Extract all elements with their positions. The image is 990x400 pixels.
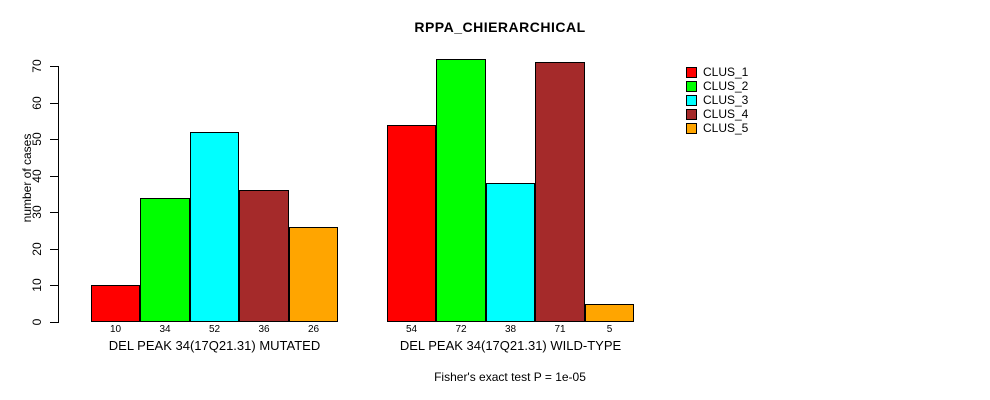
y-axis-tick-label: 60 [30,96,44,110]
bar-value-label: 10 [109,324,122,335]
y-axis-tick [50,66,58,67]
bar-clus_3-group1 [190,132,239,322]
y-axis-tick [50,249,58,250]
y-axis-tick [50,285,58,286]
legend-item-clus_5: CLUS_5 [686,121,748,135]
bar-clus_2-group2 [436,59,486,322]
legend-item-clus_4: CLUS_4 [686,107,748,121]
y-axis-tick-label: 30 [30,205,44,219]
bar-clus_4-group2 [535,62,585,322]
legend-label: CLUS_4 [703,107,749,121]
legend-swatch-icon [686,66,697,78]
bar-value-label: 54 [405,324,418,335]
bar-value-label: 72 [455,324,467,335]
bar-clus_5-group2 [585,304,634,322]
legend-swatch-icon [686,94,697,106]
legend-label: CLUS_3 [703,93,749,107]
group-label-wild-type: DEL PEAK 34(17Q21.31) WILD-TYPE [399,338,622,353]
y-axis-tick-label: 20 [30,242,44,256]
bar-value-label: 71 [554,324,566,335]
bar-value-label: 26 [307,324,320,335]
legend-label: CLUS_5 [703,121,749,135]
y-axis-line [58,66,59,323]
bar-clus_4-group1 [239,190,289,322]
y-axis-tick-label: 50 [30,132,44,146]
legend-item-clus_3: CLUS_3 [686,93,748,107]
legend-swatch-icon [686,80,697,92]
legend-label: CLUS_2 [703,79,749,93]
bar-value-label: 5 [606,324,613,335]
bar-clus_1-group1 [91,285,140,322]
y-axis-tick [50,103,58,104]
y-axis-tick-label: 0 [30,318,44,326]
legend-item-clus_1: CLUS_1 [686,65,748,79]
bar-clus_3-group2 [486,183,535,322]
group-label-mutated: DEL PEAK 34(17Q21.31) MUTATED [108,338,321,353]
footnote-fisher-test: Fisher's exact test P = 1e-05 [434,370,586,384]
y-axis-tick [50,176,58,177]
legend-item-clus_2: CLUS_2 [686,79,748,93]
y-axis-tick-label: 40 [30,169,44,183]
y-axis-tick [50,322,58,323]
legend: CLUS_1 CLUS_2 CLUS_3 CLUS_4 CLUS_5 [686,65,748,135]
bar-clus_2-group1 [140,198,190,322]
bar-value-label: 36 [258,324,270,335]
bar-value-label: 52 [208,324,221,335]
legend-swatch-icon [686,108,697,120]
bar-value-label: 34 [159,324,171,335]
bar-value-label: 38 [504,324,517,335]
legend-label: CLUS_1 [703,65,749,79]
y-axis-tick-label: 70 [30,59,44,73]
y-axis-tick [50,139,58,140]
bar-clus_5-group1 [289,227,338,322]
y-axis-tick [50,212,58,213]
legend-swatch-icon [686,122,697,134]
bar-clus_1-group2 [387,125,436,322]
chart-title: RPPA_CHIERARCHICAL [414,19,586,35]
y-axis-tick-label: 10 [30,278,44,292]
